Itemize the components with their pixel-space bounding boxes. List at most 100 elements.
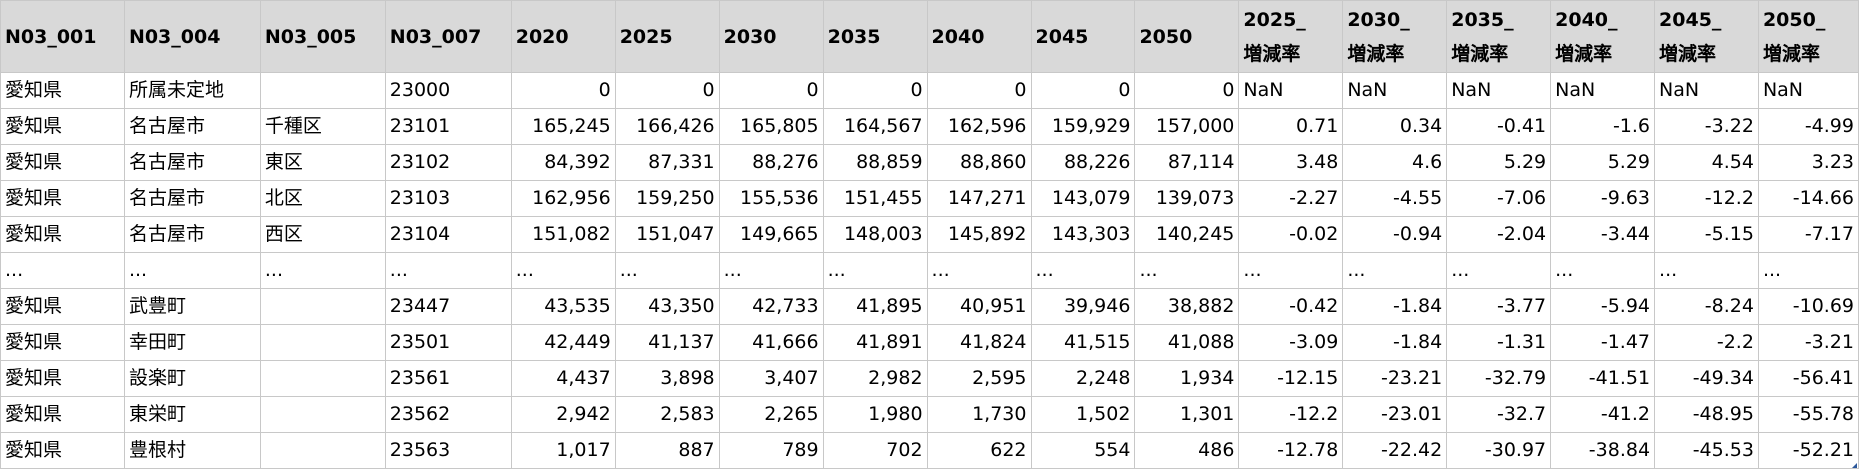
table-cell[interactable]: -4.99 [1757,108,1859,145]
table-cell[interactable]: 165,245 [510,108,616,145]
table-cell[interactable]: -12.15 [1238,360,1344,397]
table-cell[interactable]: -0.02 [1238,216,1344,253]
table-cell[interactable]: -55.78 [1757,396,1859,433]
table-cell[interactable]: 3,407 [718,360,824,397]
table-cell[interactable]: -0.42 [1238,288,1344,325]
table-cell[interactable]: -1.47 [1550,324,1656,361]
table-cell[interactable]: 1,301 [1134,396,1240,433]
table-cell[interactable]: -2.27 [1238,180,1344,217]
column-header[interactable]: 2045 [1030,0,1136,73]
table-cell[interactable]: 43,350 [614,288,720,325]
table-cell[interactable]: 4,437 [510,360,616,397]
table-cell[interactable]: NaN [1654,72,1759,109]
table-cell[interactable]: 139,073 [1134,180,1240,217]
table-cell[interactable]: 4.6 [1342,144,1448,181]
table-cell[interactable]: -2.2 [1654,324,1759,361]
column-header[interactable]: N03_004 [123,0,261,73]
table-cell[interactable]: ... [614,252,720,289]
table-cell[interactable]: 1,730 [926,396,1032,433]
table-cell[interactable]: 159,929 [1030,108,1136,145]
table-cell[interactable]: 愛知県 [0,432,125,469]
table-cell[interactable]: 0 [1030,72,1136,109]
table-cell[interactable]: 愛知県 [0,324,125,361]
table-cell[interactable]: 41,088 [1134,324,1240,361]
table-cell[interactable]: 155,536 [718,180,824,217]
table-cell[interactable]: 0 [614,72,720,109]
table-cell[interactable]: 145,892 [926,216,1032,253]
table-cell[interactable]: -7.06 [1446,180,1552,217]
table-cell[interactable]: 38,882 [1134,288,1240,325]
table-cell[interactable]: -52.21 [1757,432,1859,469]
table-cell[interactable]: 622 [926,432,1032,469]
table-cell[interactable]: -48.95 [1654,396,1759,433]
table-cell[interactable]: ... [1342,252,1448,289]
table-cell[interactable]: 166,426 [614,108,720,145]
table-cell[interactable]: ... [259,252,386,289]
table-cell[interactable]: -9.63 [1550,180,1656,217]
table-cell[interactable]: -0.41 [1446,108,1552,145]
table-cell[interactable]: -41.51 [1550,360,1656,397]
table-cell[interactable]: 2,248 [1030,360,1136,397]
table-cell[interactable]: 東栄町 [123,396,261,433]
column-header[interactable]: 2025 [614,0,720,73]
table-cell[interactable]: 23102 [384,144,512,181]
resize-corner-icon[interactable] [1852,463,1857,468]
table-cell[interactable]: 41,137 [614,324,720,361]
table-cell[interactable]: 愛知県 [0,396,125,433]
table-cell[interactable]: -1.84 [1342,288,1448,325]
table-cell[interactable]: 名古屋市 [123,180,261,217]
table-cell[interactable]: -7.17 [1757,216,1859,253]
column-header[interactable]: 2050_ 増減率 [1757,0,1859,73]
table-cell[interactable]: 23561 [384,360,512,397]
table-cell[interactable]: 武豊町 [123,288,261,325]
table-cell[interactable]: 愛知県 [0,144,125,181]
table-cell[interactable]: -0.94 [1342,216,1448,253]
table-cell[interactable]: 愛知県 [0,108,125,145]
table-cell[interactable]: 151,082 [510,216,616,253]
table-cell[interactable]: -14.66 [1757,180,1859,217]
table-cell[interactable]: ... [0,252,125,289]
table-cell[interactable]: ... [718,252,824,289]
table-cell[interactable]: 702 [822,432,928,469]
table-cell[interactable]: 157,000 [1134,108,1240,145]
table-cell[interactable]: 88,276 [718,144,824,181]
table-cell[interactable]: 2,595 [926,360,1032,397]
table-cell[interactable]: ... [822,252,928,289]
table-cell[interactable]: 幸田町 [123,324,261,361]
table-cell[interactable]: 4.54 [1654,144,1759,181]
table-cell[interactable]: -3.44 [1550,216,1656,253]
table-cell[interactable]: NaN [1446,72,1552,109]
table-cell[interactable]: 西区 [259,216,386,253]
table-cell[interactable]: 151,047 [614,216,720,253]
table-cell[interactable]: -5.94 [1550,288,1656,325]
table-cell[interactable]: 162,956 [510,180,616,217]
table-cell[interactable]: 140,245 [1134,216,1240,253]
table-cell[interactable]: 3.23 [1757,144,1859,181]
column-header[interactable]: N03_001 [0,0,125,73]
table-cell[interactable]: 0.34 [1342,108,1448,145]
table-cell[interactable]: 5.29 [1446,144,1552,181]
table-cell[interactable]: 23000 [384,72,512,109]
table-cell[interactable]: ... [384,252,512,289]
table-cell[interactable]: 88,860 [926,144,1032,181]
table-cell[interactable]: ... [1030,252,1136,289]
table-cell[interactable]: 148,003 [822,216,928,253]
column-header[interactable]: 2030_ 増減率 [1342,0,1448,73]
table-cell[interactable]: -3.09 [1238,324,1344,361]
table-cell[interactable]: 151,455 [822,180,928,217]
table-cell[interactable]: -3.77 [1446,288,1552,325]
table-cell[interactable]: 1,934 [1134,360,1240,397]
table-cell[interactable]: 41,895 [822,288,928,325]
table-cell[interactable]: 豊根村 [123,432,261,469]
column-header[interactable]: N03_005 [259,0,386,73]
table-cell[interactable]: 887 [614,432,720,469]
table-cell[interactable]: ... [1446,252,1552,289]
table-cell[interactable]: 北区 [259,180,386,217]
table-cell[interactable]: -56.41 [1757,360,1859,397]
table-cell[interactable]: -12.2 [1654,180,1759,217]
table-cell[interactable]: ... [1654,252,1759,289]
table-cell[interactable]: 0 [510,72,616,109]
table-cell[interactable]: 0.71 [1238,108,1344,145]
table-cell[interactable] [259,324,386,361]
column-header[interactable]: N03_007 [384,0,512,73]
